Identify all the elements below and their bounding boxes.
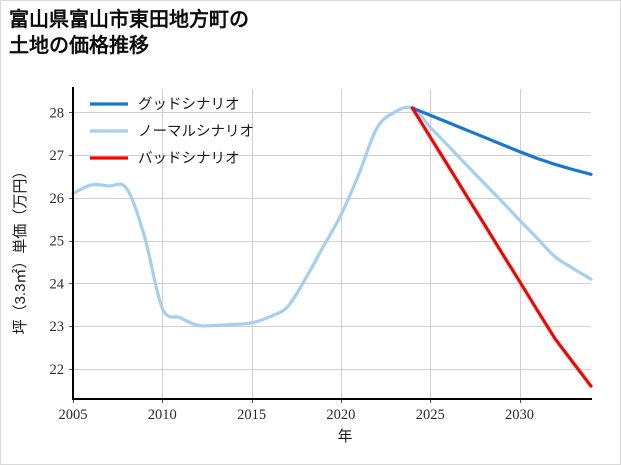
y-tick-label: 25 <box>50 234 65 250</box>
y-tick-label: 27 <box>50 148 65 164</box>
legend-label: バッドシナリオ <box>138 151 240 167</box>
legend-label: グッドシナリオ <box>138 96 240 113</box>
series-line <box>410 106 593 176</box>
x-axis-tick-labels: 2005 2010 2015 2020 2025 2030 <box>59 407 535 423</box>
x-tick-label: 2005 <box>59 407 88 423</box>
legend-label: ノーマルシナリオ <box>138 124 254 140</box>
y-tick-label: 26 <box>50 191 65 207</box>
series-line <box>410 106 593 388</box>
y-tick-label: 22 <box>50 362 65 378</box>
x-axis-title: 年 <box>337 428 352 445</box>
x-tick-label: 2015 <box>237 407 266 423</box>
page-title: 富山県富山市東田地方町の 土地の価格推移 <box>9 9 249 58</box>
series-lines <box>71 105 593 388</box>
y-tick-label: 28 <box>50 105 65 121</box>
x-tick-label: 2030 <box>505 407 534 423</box>
y-axis-title: 坪（3.3㎡）単価（万円） <box>12 164 29 335</box>
y-tick-label: 24 <box>50 276 65 292</box>
axis-spines <box>71 87 592 401</box>
tickmarks <box>69 111 522 403</box>
y-axis-tick-labels: 22 23 24 25 26 27 28 <box>50 105 65 378</box>
x-tick-label: 2025 <box>416 407 445 423</box>
series-line <box>71 105 593 328</box>
x-tick-label: 2010 <box>148 407 177 423</box>
y-tick-label: 23 <box>50 319 65 335</box>
x-tick-label: 2020 <box>326 407 355 423</box>
